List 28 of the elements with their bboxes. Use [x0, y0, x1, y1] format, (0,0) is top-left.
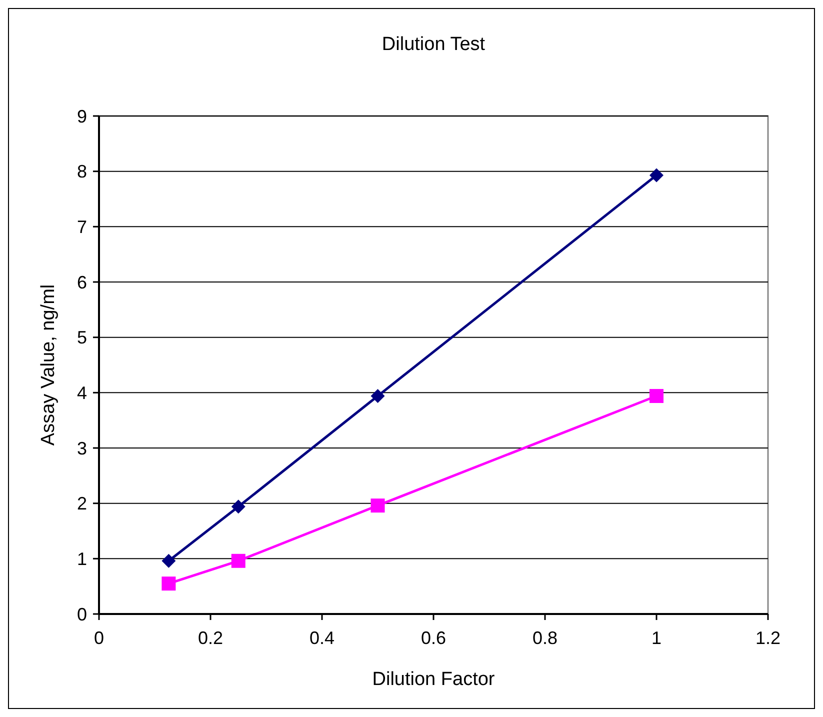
y-tick-label: 6 — [76, 272, 87, 292]
y-tick-label: 3 — [76, 438, 87, 458]
y-tick-label: 2 — [76, 494, 87, 514]
x-tick-label: 1 — [651, 628, 662, 648]
y-tick-label: 9 — [76, 106, 87, 126]
x-tick-label: 0.4 — [309, 628, 335, 648]
y-tick-label: 1 — [76, 548, 87, 569]
point — [162, 576, 176, 591]
point — [370, 498, 385, 513]
point — [650, 388, 664, 403]
x-tick-label: 0.8 — [532, 628, 558, 648]
x-tick-label: 0 — [94, 628, 104, 648]
chart-title: Dilution Test — [382, 34, 486, 55]
x-tick-label: 1.2 — [755, 628, 781, 648]
x-axis-title: Dilution Factor — [372, 669, 496, 690]
point — [650, 168, 664, 182]
point — [231, 500, 246, 514]
y-tick-label: 5 — [76, 328, 87, 348]
x-tick-label: 0.6 — [420, 628, 446, 648]
point — [162, 554, 176, 568]
y-tick-label: 0 — [76, 604, 87, 624]
y-tick-label: 8 — [76, 162, 87, 182]
point — [370, 388, 385, 403]
point — [231, 554, 246, 568]
y-tick-label: 4 — [76, 382, 87, 403]
y-axis-title: Assay Value, ng/ml — [38, 284, 59, 446]
x-tick-label: 0.2 — [198, 628, 224, 648]
y-tick-label: 7 — [76, 216, 87, 237]
